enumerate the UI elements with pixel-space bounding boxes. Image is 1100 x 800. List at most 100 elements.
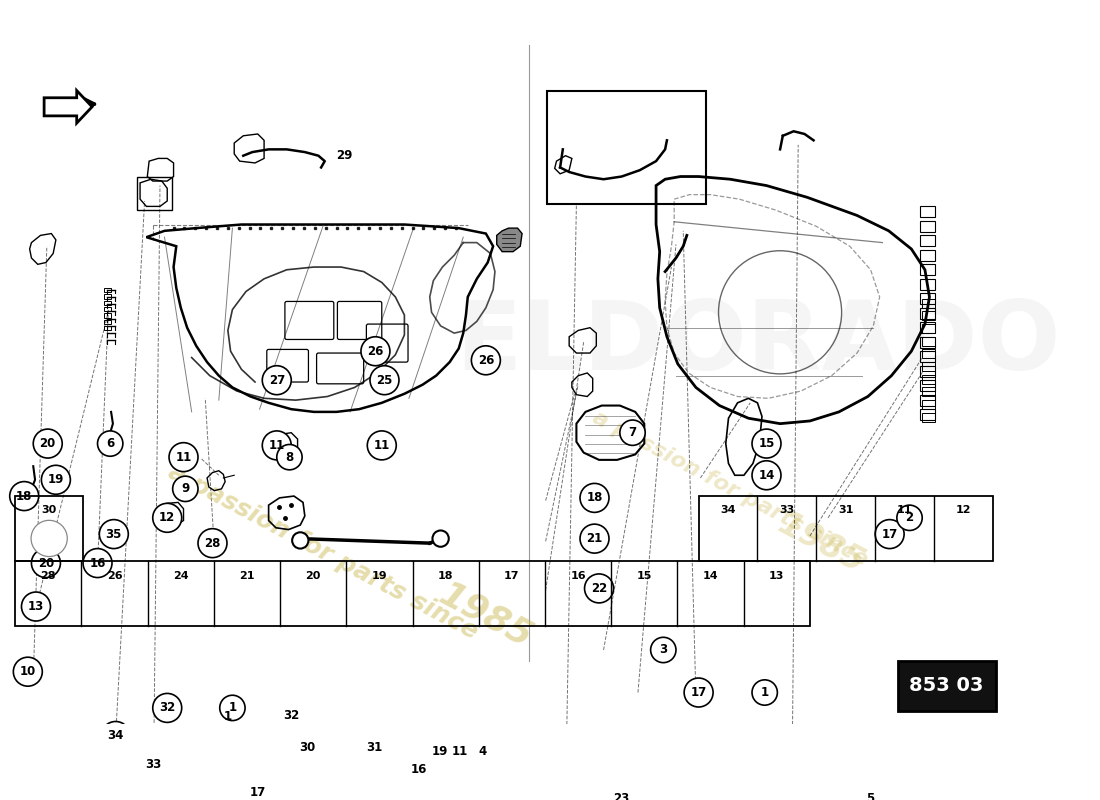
Bar bbox=[921, 264, 935, 275]
Bar bbox=[103, 307, 111, 311]
Circle shape bbox=[173, 476, 198, 502]
Text: 14: 14 bbox=[703, 570, 718, 581]
Text: a passion for parts since: a passion for parts since bbox=[164, 460, 482, 644]
Bar bbox=[921, 366, 935, 377]
Text: 10: 10 bbox=[20, 665, 36, 678]
Text: 3: 3 bbox=[659, 643, 668, 657]
Bar bbox=[898, 661, 996, 710]
Circle shape bbox=[857, 786, 882, 800]
Text: ELDORADO: ELDORADO bbox=[454, 298, 1060, 390]
Text: 1: 1 bbox=[229, 702, 236, 714]
Circle shape bbox=[426, 737, 454, 766]
Bar bbox=[921, 322, 935, 333]
Text: 18: 18 bbox=[586, 491, 603, 504]
Circle shape bbox=[243, 778, 272, 800]
Text: 1: 1 bbox=[223, 710, 232, 723]
Circle shape bbox=[140, 750, 168, 778]
Circle shape bbox=[42, 466, 70, 494]
Text: 30: 30 bbox=[299, 742, 316, 754]
Bar bbox=[698, 496, 993, 562]
Text: 26: 26 bbox=[477, 354, 494, 366]
Text: 8: 8 bbox=[285, 450, 294, 464]
Bar bbox=[15, 496, 84, 562]
Circle shape bbox=[293, 532, 308, 549]
Text: 11: 11 bbox=[896, 506, 912, 515]
Text: 29: 29 bbox=[337, 150, 353, 162]
Text: 18: 18 bbox=[438, 570, 453, 581]
Circle shape bbox=[262, 431, 292, 460]
Bar bbox=[921, 380, 935, 391]
Text: 28: 28 bbox=[41, 570, 56, 581]
Text: 14: 14 bbox=[758, 469, 774, 482]
Polygon shape bbox=[497, 228, 522, 252]
Circle shape bbox=[876, 520, 904, 549]
Text: 30: 30 bbox=[42, 506, 57, 515]
Bar bbox=[921, 279, 935, 290]
Circle shape bbox=[220, 695, 245, 721]
Circle shape bbox=[405, 791, 433, 800]
Circle shape bbox=[405, 755, 433, 784]
Circle shape bbox=[580, 524, 609, 553]
Text: 35: 35 bbox=[106, 527, 122, 541]
Text: 17: 17 bbox=[691, 686, 706, 699]
Text: 21: 21 bbox=[586, 532, 603, 545]
Circle shape bbox=[33, 429, 63, 458]
Text: 11: 11 bbox=[451, 745, 468, 758]
Circle shape bbox=[584, 574, 614, 603]
Text: 19: 19 bbox=[372, 570, 387, 581]
Text: 17: 17 bbox=[881, 527, 898, 541]
Text: 9: 9 bbox=[182, 482, 189, 495]
Bar bbox=[922, 413, 935, 422]
Bar bbox=[548, 90, 706, 204]
Bar bbox=[922, 337, 935, 346]
Circle shape bbox=[99, 520, 129, 549]
Text: 31: 31 bbox=[838, 506, 854, 515]
Text: a passion for parts since: a passion for parts since bbox=[590, 407, 871, 570]
Text: 4: 4 bbox=[478, 745, 486, 758]
Bar bbox=[921, 351, 935, 362]
Bar bbox=[15, 562, 810, 626]
Circle shape bbox=[896, 505, 922, 530]
Text: 34: 34 bbox=[108, 730, 124, 742]
Text: 28: 28 bbox=[205, 537, 221, 550]
Circle shape bbox=[82, 549, 112, 578]
Text: 23: 23 bbox=[614, 792, 630, 800]
Bar bbox=[922, 298, 935, 308]
Bar bbox=[138, 178, 172, 210]
Bar bbox=[921, 409, 935, 420]
Text: 12: 12 bbox=[160, 511, 175, 524]
Circle shape bbox=[293, 734, 322, 762]
Circle shape bbox=[752, 429, 781, 458]
Circle shape bbox=[620, 420, 646, 446]
Text: 1985: 1985 bbox=[433, 577, 538, 654]
Circle shape bbox=[752, 680, 778, 705]
Circle shape bbox=[361, 337, 389, 366]
Text: 20: 20 bbox=[306, 570, 321, 581]
Text: 31: 31 bbox=[366, 742, 383, 754]
Bar bbox=[103, 301, 111, 305]
Bar bbox=[922, 311, 935, 321]
Text: 16: 16 bbox=[410, 763, 427, 776]
Text: 24: 24 bbox=[173, 570, 188, 581]
Text: 6: 6 bbox=[106, 437, 114, 450]
Text: 16: 16 bbox=[570, 570, 586, 581]
Text: 7: 7 bbox=[628, 426, 637, 439]
Circle shape bbox=[370, 366, 399, 394]
Text: 20: 20 bbox=[40, 437, 56, 450]
Bar bbox=[921, 206, 935, 218]
Circle shape bbox=[472, 346, 500, 374]
Circle shape bbox=[10, 482, 38, 510]
Text: 19: 19 bbox=[47, 474, 64, 486]
Circle shape bbox=[470, 738, 495, 764]
Circle shape bbox=[432, 530, 449, 546]
Circle shape bbox=[360, 734, 389, 762]
Circle shape bbox=[607, 784, 636, 800]
Bar bbox=[922, 350, 935, 358]
Circle shape bbox=[650, 638, 676, 662]
Circle shape bbox=[684, 678, 713, 707]
Circle shape bbox=[31, 520, 67, 557]
Bar bbox=[103, 319, 111, 324]
Circle shape bbox=[153, 503, 182, 532]
Text: 11: 11 bbox=[374, 439, 389, 452]
Text: 26: 26 bbox=[367, 345, 384, 358]
